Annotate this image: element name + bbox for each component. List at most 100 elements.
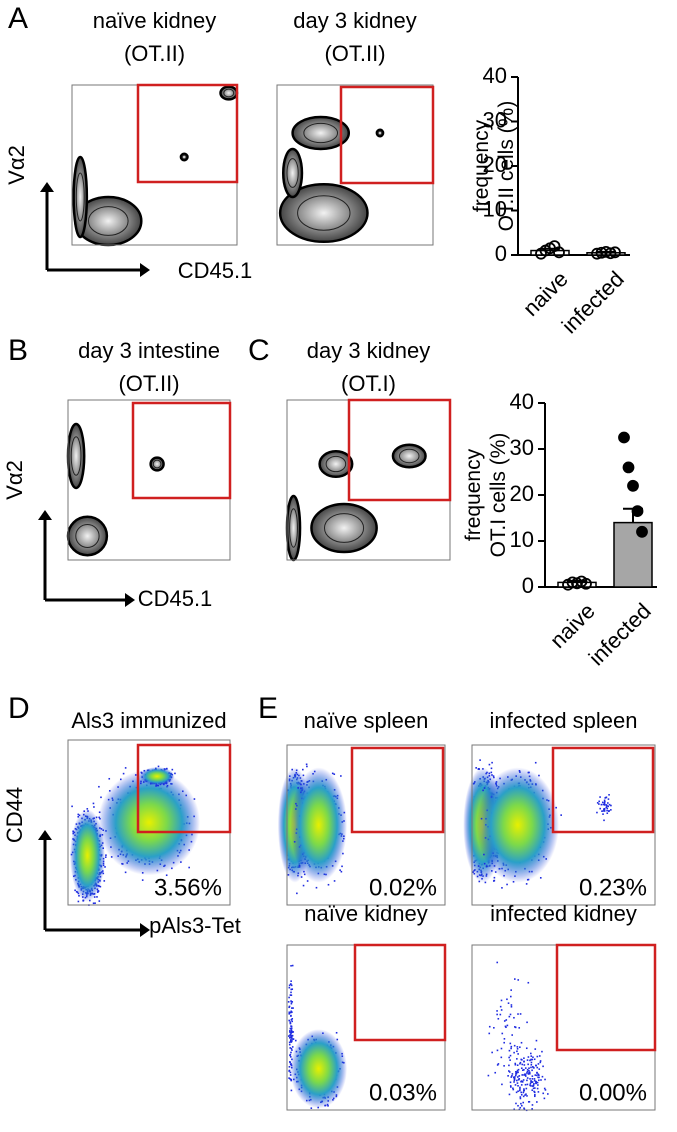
event-dot (316, 887, 318, 889)
event-dot (288, 1013, 290, 1015)
arrow-head (38, 830, 52, 840)
event-dot (288, 1006, 290, 1008)
event-dot (602, 802, 604, 804)
data-point (628, 481, 638, 491)
contour (311, 504, 376, 552)
event-dot (478, 865, 480, 867)
event-dot (516, 1080, 518, 1082)
event-dot (534, 1094, 536, 1096)
event-dot (599, 796, 601, 798)
arrow-head (38, 510, 52, 520)
event-dot (510, 1014, 512, 1016)
event-dot (544, 1079, 546, 1081)
event-dot (290, 1074, 292, 1076)
event-dot (514, 1078, 516, 1080)
plot-title: naïve kidney (304, 901, 428, 926)
event-dot (606, 796, 608, 798)
event-dot (521, 1042, 523, 1044)
event-dot (526, 1022, 528, 1024)
event-dot (501, 1048, 503, 1050)
contour (221, 87, 238, 100)
event-dot (517, 1048, 519, 1050)
event-dot (479, 759, 481, 761)
event-dot (513, 1081, 515, 1083)
event-dot (167, 785, 169, 787)
event-dot (507, 1025, 509, 1027)
event-dot (291, 1030, 293, 1032)
event-dot (290, 1025, 292, 1027)
event-dot (289, 1021, 291, 1023)
event-dot (532, 1078, 534, 1080)
event-dot (517, 979, 519, 981)
event-dot (71, 806, 73, 808)
event-dot (598, 801, 600, 803)
event-dot (289, 1062, 291, 1064)
event-dot (288, 997, 290, 999)
event-dot (475, 767, 477, 769)
event-dot (290, 980, 292, 982)
event-dot (536, 1067, 538, 1069)
x-tick-label: infected (584, 598, 656, 670)
event-dot (530, 1055, 532, 1057)
event-dot (533, 1091, 535, 1093)
event-dot (608, 798, 610, 800)
event-dot (532, 1075, 534, 1077)
event-dot (547, 1093, 549, 1095)
event-dot (521, 1064, 523, 1066)
event-dot (603, 820, 605, 822)
event-dot (536, 1040, 538, 1042)
event-dot (518, 1075, 520, 1077)
event-dot (523, 1079, 525, 1081)
event-dot (507, 1075, 509, 1077)
event-dot (511, 1034, 513, 1036)
event-dot (538, 1063, 540, 1065)
event-dot (494, 877, 496, 879)
event-dot (606, 810, 608, 812)
event-dot (289, 1044, 291, 1046)
event-dot (525, 1075, 527, 1077)
event-dot (103, 880, 105, 882)
event-dot (517, 1085, 519, 1087)
event-dot (288, 1011, 290, 1013)
flow-plot (277, 85, 433, 245)
event-dot (296, 893, 298, 895)
event-dot (528, 1101, 530, 1103)
event-dot (524, 1064, 526, 1066)
event-dot (596, 812, 598, 814)
y-axis-label: OT.II cells (%) (495, 101, 518, 232)
plot-title: (OT.II) (118, 371, 179, 396)
event-dot (509, 1059, 511, 1061)
data-point (624, 462, 634, 472)
event-dot (123, 773, 125, 775)
arrow-head (125, 593, 135, 607)
event-dot (341, 871, 343, 873)
event-dot (289, 1047, 291, 1049)
event-dot (508, 1002, 510, 1004)
event-dot (484, 787, 486, 789)
plot-title: day 3 kidney (293, 8, 417, 33)
event-dot (523, 1096, 525, 1098)
event-dot (508, 1065, 510, 1067)
event-dot (493, 880, 495, 882)
arrow-head (140, 263, 150, 277)
event-dot (532, 1056, 534, 1058)
event-dot (604, 800, 606, 802)
event-dot (530, 1059, 532, 1061)
event-dot (538, 1074, 540, 1076)
event-dot (544, 1098, 546, 1100)
event-dot (523, 1092, 525, 1094)
event-dot (519, 1088, 521, 1090)
event-dot (100, 797, 102, 799)
event-dot (535, 762, 537, 764)
event-dot (526, 1072, 528, 1074)
event-dot (540, 877, 542, 879)
event-dot (514, 1079, 516, 1081)
event-dot (514, 1045, 516, 1047)
event-dot (94, 902, 96, 904)
event-dot (529, 1078, 531, 1080)
event-dot (517, 1053, 519, 1055)
event-dot (514, 1063, 516, 1065)
event-dot (537, 1088, 539, 1090)
event-dot (520, 1059, 522, 1061)
